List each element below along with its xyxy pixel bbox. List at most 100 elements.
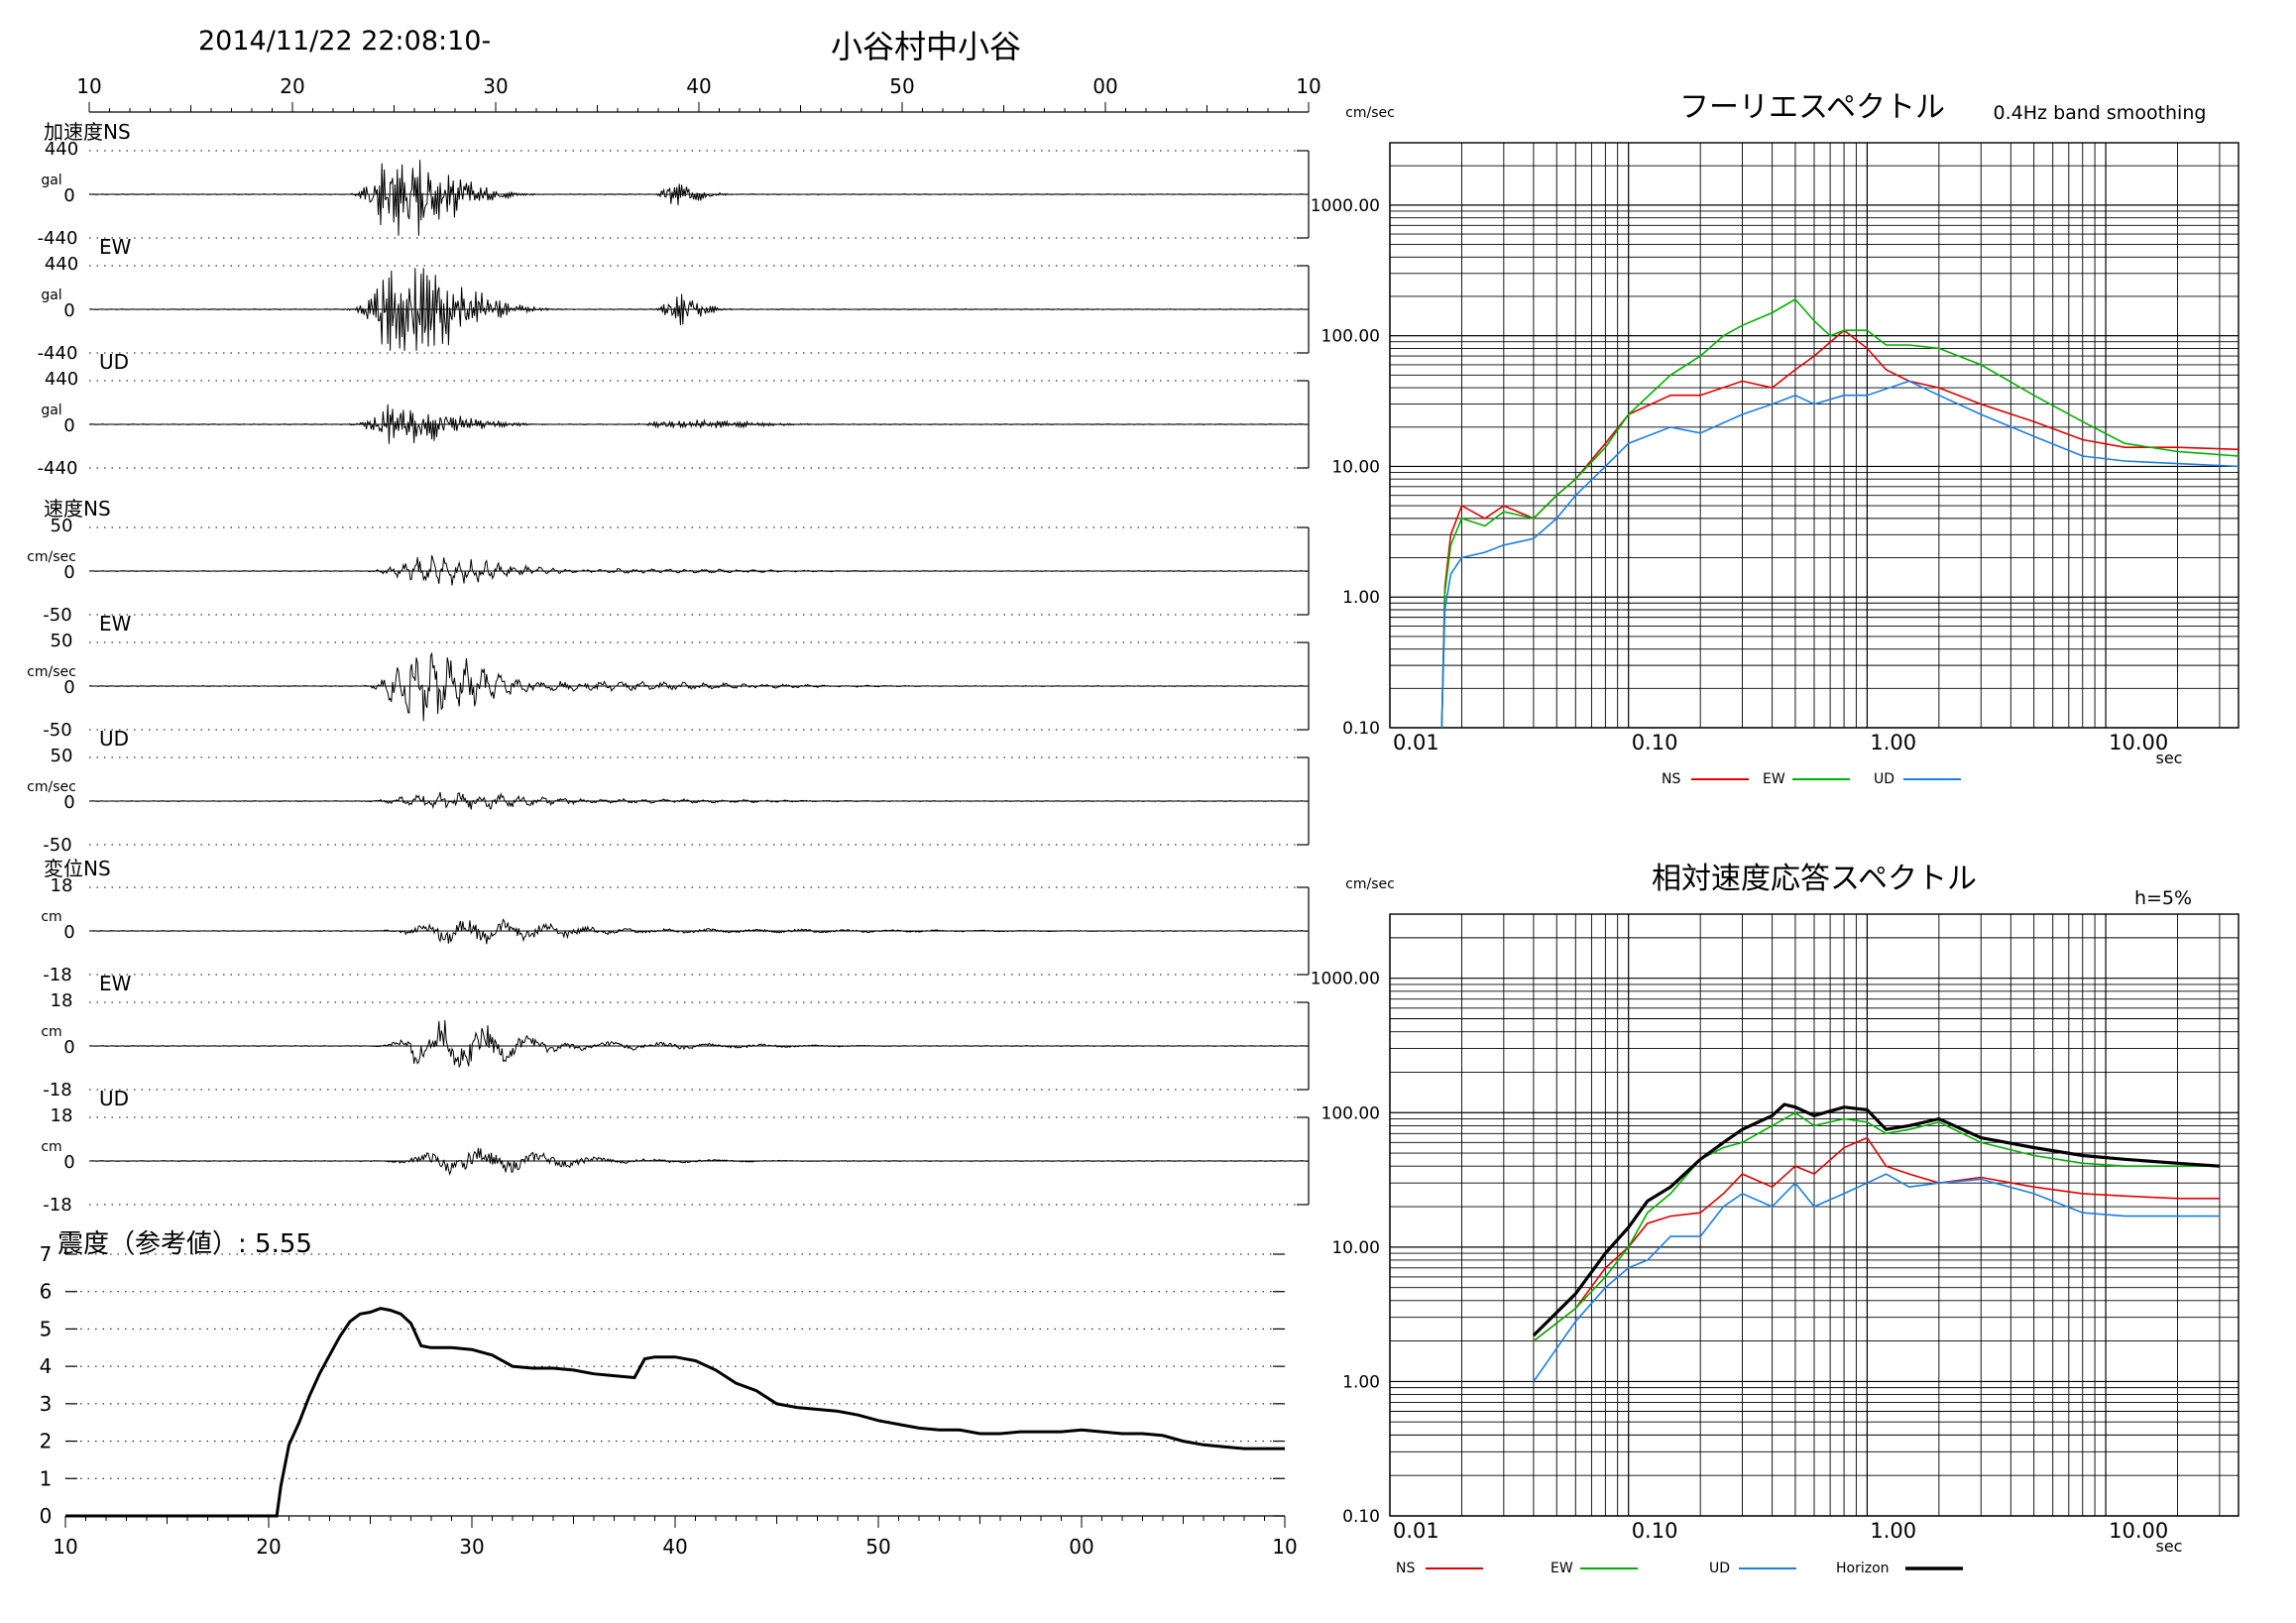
fourier-series-ud: [1440, 380, 2239, 729]
fourier-x-tick-label: 0.10: [1632, 731, 1678, 754]
waveform-trace: [88, 651, 1308, 722]
waveform-max-label: 440: [45, 369, 78, 390]
waveform-max-label: 18: [51, 990, 73, 1011]
fourier-legend-label: EW: [1763, 771, 1785, 787]
waveform-min-label: -50: [43, 720, 71, 741]
waveform-zero-label: 0: [63, 792, 74, 813]
waveform-変位-ud: 18 0 -18 cm UD: [41, 1087, 1310, 1216]
time-tick-label: 00: [1092, 74, 1117, 98]
waveform-加速度-ud: 440 0 -440 gal UD: [38, 350, 1310, 479]
intensity-series-line: [65, 1307, 1285, 1518]
intensity-y-tick-label: 0: [40, 1504, 53, 1528]
waveform-unit-label: gal: [41, 173, 61, 188]
time-tick-label: 10: [1296, 74, 1320, 98]
waveform-min-label: -440: [38, 228, 78, 249]
response-x-tick-label: 0.10: [1632, 1519, 1678, 1543]
waveform-min-label: -18: [43, 965, 71, 985]
intensity-label: 震度（参考値）: 5.55: [57, 1229, 312, 1259]
waveform-加速度-ew: 440 0 -440 gal EW: [38, 235, 1310, 364]
response-y-tick-label: 1.00: [1342, 1372, 1380, 1392]
waveform-trace: [88, 918, 1308, 945]
waveform-速度-ud: 50 0 -50 cm/sec UD: [27, 727, 1310, 856]
waveform-channel-label: UD: [99, 727, 129, 751]
intensity-x-tick-label: 10: [1272, 1535, 1297, 1559]
response-series-ew: [1533, 1111, 2220, 1342]
waveform-min-label: -440: [38, 343, 78, 364]
response-y-tick-label: 100.00: [1321, 1103, 1380, 1123]
intensity-y-tick-label: 2: [40, 1430, 53, 1453]
waveform-zero-label: 0: [63, 677, 74, 698]
waveform-zero-label: 0: [63, 1037, 74, 1058]
waveform-unit-label: cm: [41, 1139, 61, 1155]
waveform-channel-label: 速度NS: [44, 497, 111, 521]
waveform-max-label: 18: [51, 875, 73, 896]
waveform-unit-label: cm/sec: [27, 664, 76, 680]
waveform-trace: [88, 404, 1308, 444]
waveform-max-label: 50: [51, 631, 73, 651]
response-chart: 0.10 1.00 10.00 100.00 1000.00 0.01 0.10 1.00 10…: [1311, 862, 2239, 1576]
fourier-y-unit: cm/sec: [1345, 105, 1395, 121]
time-axis-top: 10 20 30 40 50 00 10: [76, 74, 1321, 113]
fourier-y-tick-label: 0.10: [1342, 719, 1380, 739]
waveform-trace: [88, 554, 1308, 586]
waveform-unit-label: gal: [41, 403, 61, 418]
waveform-trace: [88, 1019, 1308, 1069]
waveform-max-label: 18: [51, 1105, 73, 1126]
response-damping-label: h=5%: [2134, 887, 2192, 909]
time-tick-label: 50: [889, 74, 914, 98]
waveform-min-label: -50: [43, 835, 71, 856]
response-legend-label: UD: [1709, 1561, 1730, 1576]
fourier-x-tick-label: 1.00: [1870, 731, 1916, 754]
response-title: 相対速度応答スペクトル: [1652, 862, 1977, 896]
fourier-x-unit: sec: [2156, 749, 2183, 767]
response-x-tick-label: 10.00: [2109, 1519, 2168, 1543]
waveform-unit-label: cm: [41, 909, 61, 925]
waveform-min-label: -18: [43, 1195, 71, 1216]
response-y-unit: cm/sec: [1345, 876, 1395, 892]
waveform-channel-label: 加速度NS: [44, 120, 131, 144]
intensity-x-tick-label: 30: [459, 1535, 484, 1559]
response-legend-label: EW: [1550, 1561, 1573, 1576]
response-series-ud: [1533, 1173, 2220, 1382]
time-tick-label: 40: [686, 74, 711, 98]
time-tick-label: 30: [483, 74, 508, 98]
time-tick-label: 10: [76, 74, 101, 98]
waveform-変位-ns: 18 0 -18 cm 変位NS: [41, 857, 1310, 985]
waveform-加速度-ns: 440 0 -440 gal 加速度NS: [38, 120, 1310, 249]
waveform-max-label: 50: [51, 516, 73, 536]
response-legend-label: NS: [1396, 1561, 1415, 1576]
response-y-tick-label: 1000.00: [1311, 970, 1380, 989]
fourier-legend-label: NS: [1662, 771, 1680, 787]
waveform-zero-label: 0: [63, 1152, 74, 1173]
waveform-max-label: 50: [51, 746, 73, 766]
waveform-channel-label: UD: [99, 1087, 129, 1110]
response-x-tick-label: 1.00: [1870, 1519, 1916, 1543]
response-legend-label: Horizon: [1836, 1561, 1890, 1576]
waveform-zero-label: 0: [63, 922, 74, 943]
waveform-速度-ns: 50 0 -50 cm/sec 速度NS: [27, 497, 1310, 626]
waveform-trace: [88, 160, 1308, 236]
intensity-x-tick-label: 00: [1069, 1535, 1093, 1559]
response-y-tick-label: 10.00: [1331, 1238, 1380, 1258]
waveform-trace: [88, 791, 1308, 810]
intensity-y-tick-label: 3: [40, 1392, 53, 1416]
fourier-legend-label: UD: [1874, 771, 1894, 787]
fourier-smoothing-note: 0.4Hz band smoothing: [1994, 102, 2207, 124]
intensity-y-tick-label: 5: [40, 1317, 53, 1340]
fourier-x-tick-label: 10.00: [2109, 731, 2168, 754]
waveform-zero-label: 0: [63, 300, 74, 321]
fourier-series-ew: [1440, 297, 2239, 729]
response-x-unit: sec: [2156, 1537, 2183, 1556]
intensity-x-tick-label: 50: [865, 1535, 890, 1559]
waveform-channel-label: EW: [99, 612, 132, 636]
waveform-max-label: 440: [45, 139, 78, 160]
waveform-速度-ew: 50 0 -50 cm/sec EW: [27, 612, 1310, 741]
intensity-y-tick-label: 1: [40, 1466, 53, 1490]
fourier-series-ns: [1440, 329, 2239, 729]
waveform-channel-label: EW: [99, 972, 132, 995]
intensity-y-tick-label: 6: [40, 1280, 53, 1304]
waveform-channel-label: 変位NS: [44, 857, 111, 880]
record-datetime: 2014/11/22 22:08:10-: [198, 26, 492, 57]
response-series-ns: [1533, 1136, 2220, 1342]
